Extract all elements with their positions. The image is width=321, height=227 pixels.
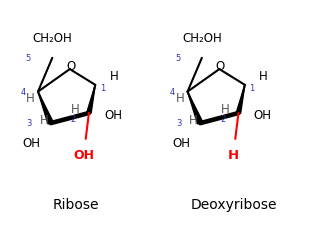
Text: H: H bbox=[26, 92, 35, 105]
Text: H: H bbox=[71, 103, 80, 116]
Text: OH: OH bbox=[22, 136, 41, 149]
Text: 5: 5 bbox=[175, 54, 181, 63]
Text: H: H bbox=[109, 69, 118, 82]
Text: CH₂OH: CH₂OH bbox=[182, 32, 222, 45]
Text: 1: 1 bbox=[249, 83, 255, 92]
Polygon shape bbox=[87, 86, 95, 114]
Polygon shape bbox=[187, 92, 203, 124]
Text: 2: 2 bbox=[70, 115, 76, 123]
Polygon shape bbox=[236, 86, 245, 114]
Text: OH: OH bbox=[254, 108, 272, 121]
Text: 4: 4 bbox=[21, 88, 26, 97]
Text: OH: OH bbox=[73, 148, 94, 161]
Text: H: H bbox=[228, 148, 239, 161]
Text: Deoxyribose: Deoxyribose bbox=[190, 197, 277, 211]
Text: O: O bbox=[66, 59, 75, 72]
Text: OH: OH bbox=[104, 108, 122, 121]
Text: 5: 5 bbox=[26, 54, 31, 63]
Text: H: H bbox=[259, 69, 268, 82]
Text: 1: 1 bbox=[100, 83, 105, 92]
Text: OH: OH bbox=[172, 136, 190, 149]
Text: H: H bbox=[176, 92, 184, 105]
Text: H: H bbox=[189, 113, 198, 126]
Text: O: O bbox=[216, 59, 225, 72]
Text: Ribose: Ribose bbox=[53, 197, 100, 211]
Text: 3: 3 bbox=[27, 118, 32, 127]
Text: H: H bbox=[221, 103, 229, 116]
Text: 4: 4 bbox=[170, 88, 175, 97]
Polygon shape bbox=[38, 92, 54, 124]
Text: CH₂OH: CH₂OH bbox=[32, 32, 72, 45]
Text: H: H bbox=[40, 113, 48, 126]
Text: 2: 2 bbox=[220, 115, 225, 123]
Text: 3: 3 bbox=[176, 118, 182, 127]
